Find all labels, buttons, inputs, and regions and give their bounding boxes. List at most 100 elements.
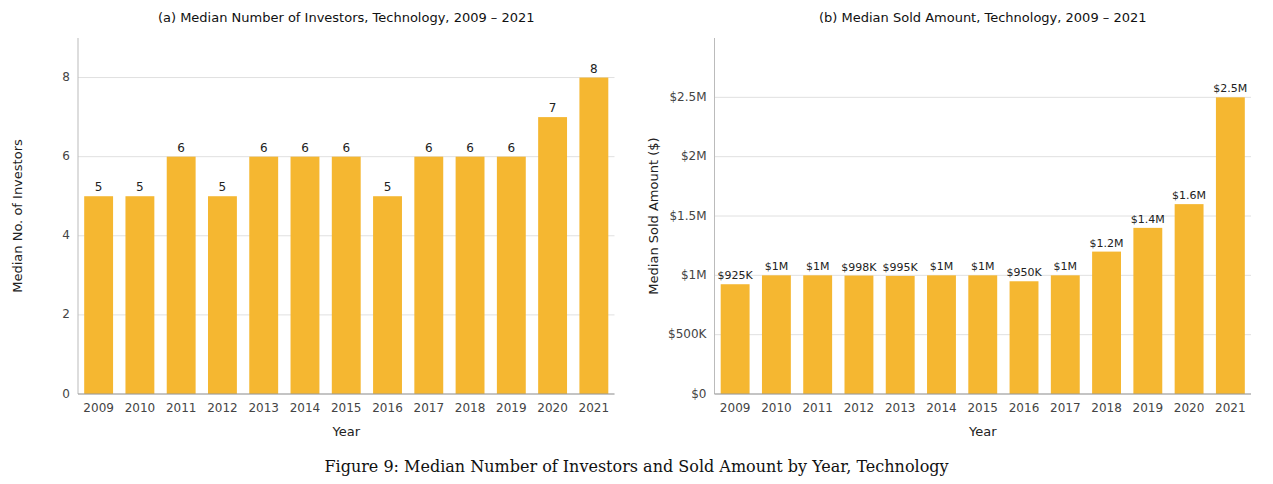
data-label: 7 [549, 101, 557, 115]
x-axis-line [78, 394, 615, 395]
x-tick-label: 2017 [1050, 401, 1081, 415]
data-label: 6 [466, 141, 474, 155]
x-tick-label: 2014 [290, 401, 321, 415]
data-label: 5 [95, 180, 103, 194]
x-tick-label: 2019 [496, 401, 527, 415]
x-axis-line [715, 394, 1252, 395]
y-tick-label: $1M [681, 268, 707, 282]
y-axis-label: Median No. of Investors [10, 139, 25, 293]
x-tick-label: 2013 [248, 401, 279, 415]
x-tick-label: 2020 [537, 401, 568, 415]
bar [167, 157, 196, 394]
data-label: 6 [342, 141, 350, 155]
x-tick-label: 2018 [455, 401, 486, 415]
chart-title: (a) Median Number of Investors, Technolo… [158, 10, 535, 25]
bar [1216, 97, 1245, 394]
bar [84, 196, 113, 394]
x-tick-label: 2011 [166, 401, 197, 415]
chart-title: (b) Median Sold Amount, Technology, 2009… [819, 10, 1147, 25]
bar [1010, 281, 1039, 394]
y-tick-label: 2 [62, 307, 70, 321]
background [0, 0, 1273, 484]
data-label: 8 [590, 62, 598, 76]
y-tick-label: 0 [62, 387, 70, 401]
bar [291, 157, 320, 394]
y-tick-label: 4 [62, 228, 70, 242]
x-tick-label: 2012 [844, 401, 875, 415]
bar [579, 78, 608, 394]
x-tick-label: 2016 [1009, 401, 1040, 415]
data-label: $1.6M [1172, 189, 1206, 202]
bar [1175, 204, 1204, 394]
grid-line [78, 394, 615, 395]
x-tick-label: 2010 [761, 401, 792, 415]
data-label: 5 [136, 180, 144, 194]
bar [721, 284, 750, 394]
grid-line [78, 77, 615, 78]
bar [538, 117, 567, 394]
bar [803, 275, 832, 394]
bar [497, 157, 526, 394]
grid-line [715, 216, 1252, 217]
x-tick-label: 2019 [1133, 401, 1164, 415]
bar [886, 276, 915, 394]
x-tick-label: 2021 [1215, 401, 1246, 415]
bar [414, 157, 443, 394]
bar [1051, 275, 1080, 394]
chart-panel: 0246855656665666782009201020112012201320… [10, 10, 615, 439]
grid-line [715, 97, 1252, 98]
data-label: 6 [301, 141, 309, 155]
data-label: $998K [841, 261, 877, 274]
y-tick-label: $500K [668, 327, 708, 341]
grid-line [715, 394, 1252, 395]
bar [208, 196, 237, 394]
data-label: $1M [930, 260, 954, 273]
x-tick-label: 2010 [125, 401, 156, 415]
x-axis-label: Year [968, 424, 997, 439]
data-label: 6 [260, 141, 268, 155]
data-label: 6 [425, 141, 433, 155]
x-tick-label: 2013 [885, 401, 916, 415]
data-label: $1M [971, 260, 995, 273]
bar [125, 196, 154, 394]
y-tick-label: 8 [62, 70, 70, 84]
data-label: 6 [177, 141, 185, 155]
x-tick-label: 2015 [967, 401, 998, 415]
x-tick-label: 2015 [331, 401, 362, 415]
x-tick-label: 2016 [372, 401, 403, 415]
y-tick-label: $2.5M [669, 90, 706, 104]
x-tick-label: 2014 [926, 401, 957, 415]
data-label: 6 [508, 141, 516, 155]
data-label: $995K [883, 261, 919, 274]
bar [249, 157, 278, 394]
data-label: $925K [718, 269, 754, 282]
data-label: $950K [1006, 266, 1042, 279]
data-label: $1M [765, 260, 789, 273]
chart-panel: $0$500K$1M$1.5M$2M$2.5M$925K$1M$1M$998K$… [646, 10, 1251, 439]
figure: 0246855656665666782009201020112012201320… [0, 0, 1273, 484]
bars [721, 97, 1245, 394]
y-tick-label: $0 [691, 387, 706, 401]
grid-line [715, 156, 1252, 157]
bar [1092, 252, 1121, 394]
y-tick-label: $1.5M [669, 209, 706, 223]
x-tick-label: 2009 [720, 401, 751, 415]
bar [1133, 228, 1162, 394]
x-axis-label: Year [331, 424, 360, 439]
y-tick-label: 6 [62, 149, 70, 163]
x-tick-label: 2018 [1091, 401, 1122, 415]
data-label: $2.5M [1213, 82, 1247, 95]
x-tick-label: 2020 [1174, 401, 1205, 415]
y-axis-label: Median Sold Amount ($) [646, 137, 661, 294]
data-label: $1.4M [1131, 213, 1165, 226]
figure-caption: Figure 9: Median Number of Investors and… [324, 457, 948, 476]
x-tick-label: 2011 [802, 401, 833, 415]
bar [332, 157, 361, 394]
bar [373, 196, 402, 394]
x-tick-label: 2017 [414, 401, 445, 415]
y-axis-line [714, 38, 715, 394]
x-tick-label: 2021 [579, 401, 610, 415]
data-label: 5 [219, 180, 227, 194]
bars [84, 78, 608, 394]
x-tick-label: 2012 [207, 401, 238, 415]
